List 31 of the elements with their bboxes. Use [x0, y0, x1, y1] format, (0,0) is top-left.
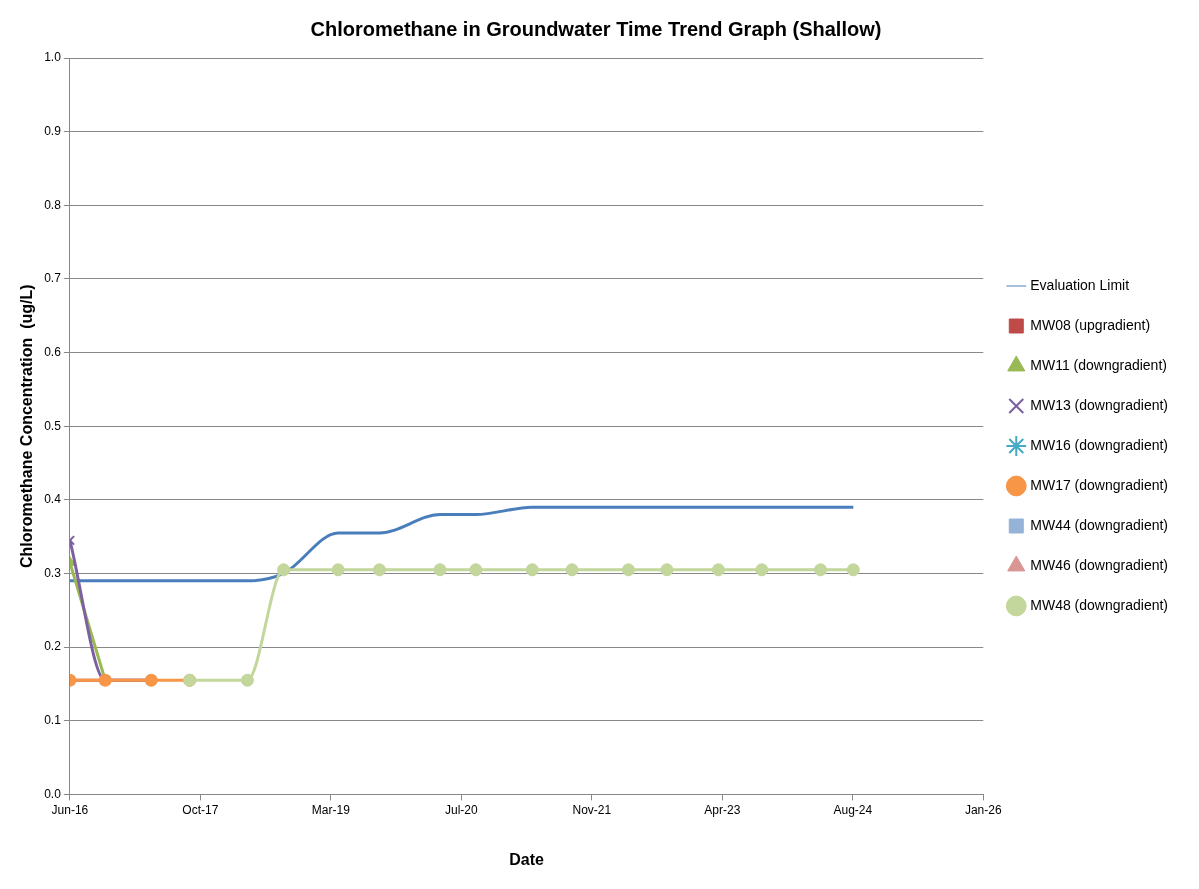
x-tick-label: Jul-20: [444, 802, 478, 817]
x-tick-label: Mar-19: [311, 802, 351, 817]
legend-label: MW13 (downgradient): [1030, 396, 1169, 413]
x-tick-label: Nov-21: [572, 802, 612, 817]
y-tick-label: 0.0: [44, 786, 62, 801]
x-axis-title: Date: [509, 850, 545, 868]
legend-label: MW08 (upgradient): [1030, 316, 1151, 333]
y-tick-label: 0.4: [44, 492, 62, 507]
y-tick-label: 0.3: [44, 565, 62, 580]
legend-label: MW16 (downgradient): [1030, 436, 1169, 453]
legend-label: MW11 (downgradient): [1030, 356, 1167, 373]
y-tick-label: 0.5: [44, 418, 62, 433]
y-tick-label: 1.0: [44, 50, 62, 65]
y-tick-label: 0.6: [44, 344, 62, 359]
legend-label: MW46 (downgradient): [1030, 556, 1169, 573]
legend-label: MW17 (downgradient): [1030, 476, 1169, 493]
legend-label: MW44 (downgradient): [1030, 516, 1169, 533]
x-tick-label: Jan-26: [964, 802, 1002, 817]
legend-label: MW48 (downgradient): [1030, 596, 1169, 613]
y-tick-label: 0.8: [44, 197, 62, 212]
y-tick-label: 0.7: [44, 271, 62, 286]
x-tick-label: Jun-16: [51, 802, 89, 817]
x-tick-label: Apr-23: [704, 802, 741, 817]
chart-title: Chloromethane in Groundwater Time Trend Graph (Shallow): [310, 17, 882, 40]
y-tick-label: 0.9: [44, 123, 62, 138]
legend-label: Evaluation Limit: [1030, 276, 1130, 293]
y-axis-title: Chloromethane Concentration (ug/L): [18, 284, 36, 568]
x-tick-label: Oct-17: [182, 802, 219, 817]
x-tick-label: Aug-24: [833, 802, 873, 817]
y-tick-label: 0.2: [44, 639, 62, 654]
y-tick-label: 0.1: [44, 713, 62, 728]
